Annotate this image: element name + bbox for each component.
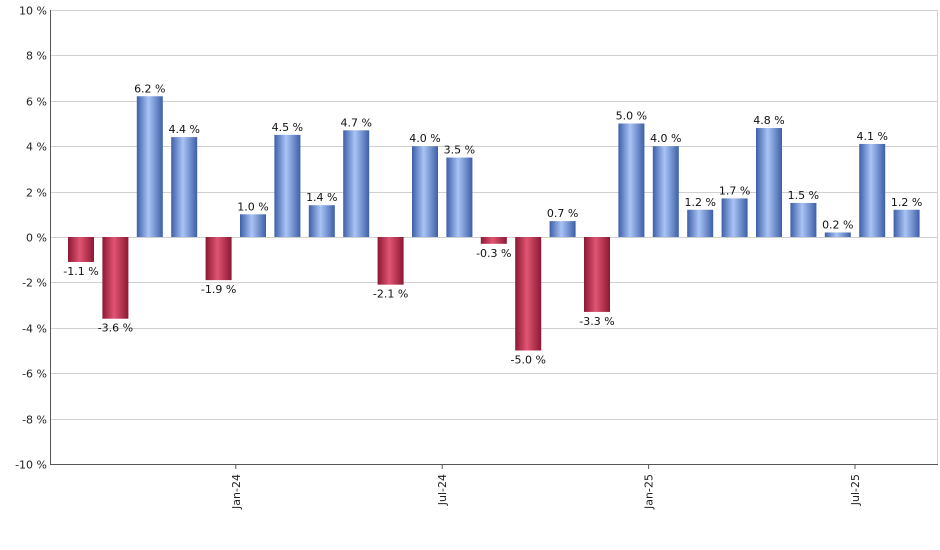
bar-positive — [790, 202, 817, 237]
y-tick-label: -8 % — [22, 414, 47, 427]
bar-positive — [171, 137, 198, 237]
data-labels: -1.1 % -3.6 % 6.2 % 4.4 % -1.9 % 1.0 % 4.5 % 1.… — [63, 82, 922, 366]
bar-positive — [756, 128, 782, 237]
y-tick-label: 2 % — [26, 187, 47, 200]
bar-value-label: 4.5 % — [272, 121, 303, 134]
bar-value-label: -0.3 % — [476, 247, 511, 260]
bar-value-label: 4.7 % — [340, 116, 371, 129]
bar-positive — [687, 209, 714, 237]
x-tick-label: Jan-25 — [643, 474, 656, 510]
bar-value-label: -3.6 % — [98, 322, 133, 335]
bar-value-label: 4.8 % — [753, 114, 784, 127]
bar-positive — [549, 221, 576, 237]
bar-value-label: 3.5 % — [444, 144, 475, 157]
bar-negative — [205, 237, 232, 281]
x-tick-label: Jan-24 — [230, 474, 243, 510]
y-tick-label: -4 % — [22, 323, 47, 336]
x-axis-tick-labels: Jan-24 Jul-24 Jan-25 Jul-25 — [230, 474, 862, 510]
bar-positive — [412, 146, 438, 237]
bar-negative — [68, 237, 94, 262]
bars — [68, 96, 920, 351]
x-tick-label: Jul-24 — [436, 474, 449, 506]
bar-positive — [308, 205, 335, 237]
bar-positive — [652, 146, 679, 237]
y-tick-label: 4 % — [26, 141, 47, 154]
bar-value-label: -5.0 % — [510, 354, 545, 367]
bar-value-label: 4.0 % — [650, 132, 681, 145]
bar-negative — [377, 237, 404, 285]
bar-value-label: 1.0 % — [237, 200, 268, 213]
bar-positive — [274, 134, 301, 237]
bar-value-label: 1.4 % — [306, 191, 337, 204]
bar-value-label: -1.9 % — [201, 283, 236, 296]
bar-negative — [102, 237, 129, 319]
bar-positive — [618, 123, 645, 237]
bar-value-label: -3.3 % — [579, 315, 614, 328]
bar-value-label: 4.4 % — [168, 123, 199, 136]
x-tick-label: Jul-25 — [849, 474, 862, 506]
bar-positive — [343, 130, 370, 237]
bar-positive — [824, 232, 851, 237]
bar-positive — [721, 198, 748, 237]
bar-value-label: 4.0 % — [409, 132, 440, 145]
bar-positive — [446, 157, 473, 237]
y-tick-label: 6 % — [26, 96, 47, 109]
bar-value-label: 1.2 % — [891, 196, 922, 209]
bar-value-label: 1.2 % — [684, 196, 715, 209]
bar-negative — [515, 237, 542, 351]
bar-negative — [480, 237, 507, 244]
bar-negative — [584, 237, 610, 312]
bar-value-label: 1.7 % — [719, 184, 750, 197]
y-axis-tick-labels: -10 % -8 % -6 % -4 % -2 % 0 % 2 % 4 % 6 % 8 % 10 % — [15, 5, 47, 472]
bar-value-label: -1.1 % — [63, 265, 98, 278]
bar-positive — [136, 96, 163, 237]
bar-value-label: 5.0 % — [616, 110, 647, 123]
bar-positive — [240, 214, 266, 237]
y-tick-label: 8 % — [26, 50, 47, 63]
bar-positive — [893, 209, 920, 237]
bar-value-label: 0.2 % — [822, 218, 853, 231]
bar-value-label: 6.2 % — [134, 82, 165, 95]
bar-value-label: 4.1 % — [856, 130, 887, 143]
y-tick-label: 0 % — [26, 232, 47, 245]
y-tick-label: -6 % — [22, 368, 47, 381]
y-tick-label: -10 % — [15, 459, 47, 472]
bar-positive — [859, 143, 886, 237]
y-tick-label: -2 % — [22, 277, 47, 290]
bar-value-label: 0.7 % — [547, 207, 578, 220]
bar-value-label: 1.5 % — [788, 189, 819, 202]
y-tick-label: 10 % — [19, 5, 47, 18]
axes — [50, 10, 938, 469]
bar-value-label: -2.1 % — [373, 288, 408, 301]
